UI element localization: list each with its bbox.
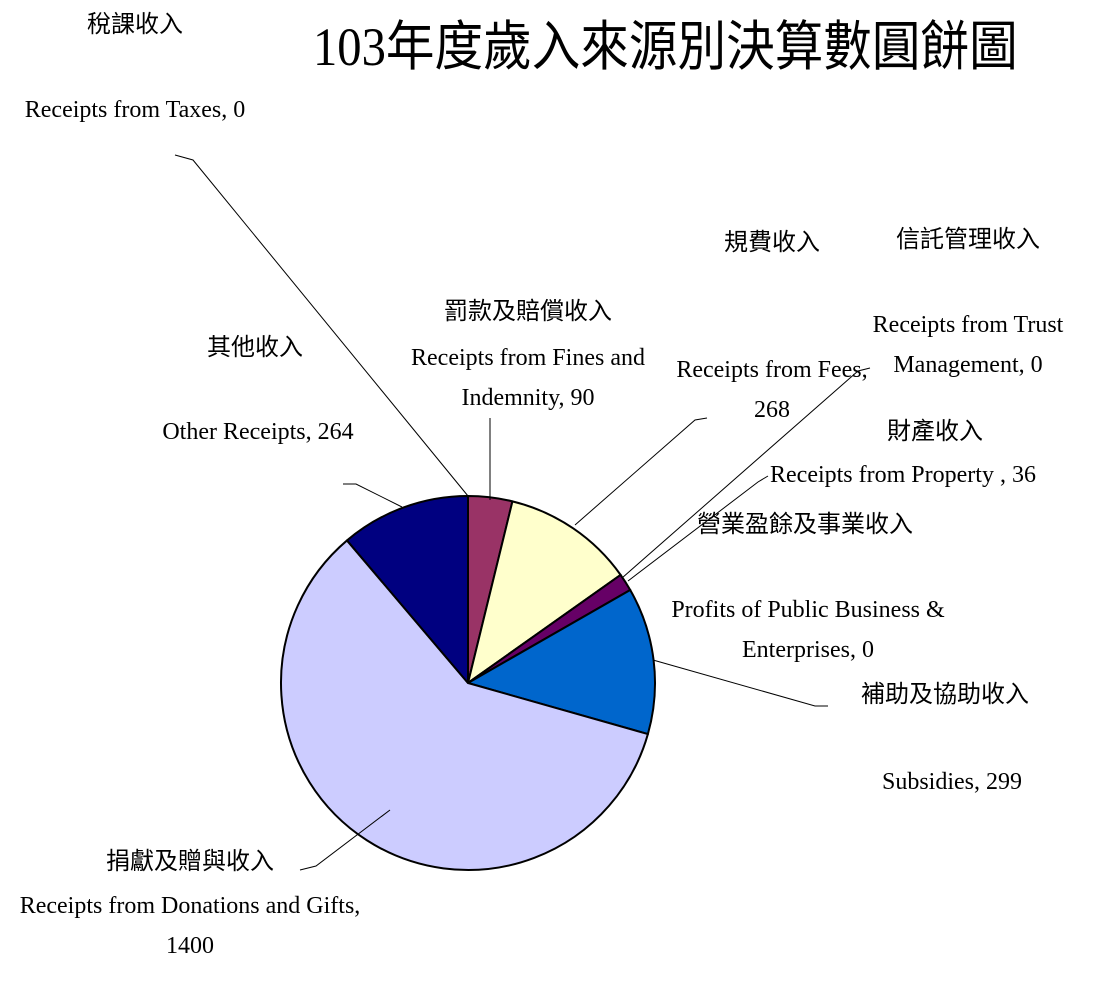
leader-line — [652, 659, 828, 707]
data-label: Receipts from Property , 36 — [770, 462, 1036, 488]
data-label: Subsidies, 299 — [881, 769, 1022, 795]
chinese-label: 信託管理收入 — [896, 227, 1040, 253]
data-label: Receipts from Fines and Indemnity, 90 — [411, 345, 645, 411]
leader-line — [574, 417, 708, 526]
chinese-label: 財產收入 — [887, 419, 983, 445]
chart-title: 103年度歲入來源別決算數圓餅圖 — [313, 17, 1018, 77]
leader-line — [343, 483, 403, 508]
pie-slice — [345, 495, 469, 684]
data-label: Receipts from Trust Management, 0 — [872, 312, 1064, 378]
chinese-label: 補助及協助收入 — [861, 682, 1029, 708]
chinese-label: 稅課收入 — [87, 12, 183, 38]
chinese-label: 捐獻及贈與收入 — [106, 849, 274, 875]
chinese-label: 營業盈餘及事業收入 — [697, 512, 913, 538]
chinese-label: 罰款及賠償收入 — [444, 299, 612, 325]
leader-line — [299, 809, 391, 871]
data-label: Receipts from Donations and Gifts, 1400 — [19, 893, 361, 959]
leader-line — [174, 154, 469, 497]
pie-slice — [467, 500, 622, 684]
data-label: Profits of Public Business & Enterprises… — [671, 597, 945, 663]
chinese-label: 規費收入 — [724, 230, 820, 256]
data-label: Receipts from Taxes, 0 — [24, 97, 246, 123]
data-label: Receipts from Fees, 268 — [676, 357, 868, 423]
leader-line — [621, 367, 871, 579]
data-label: Other Receipts, 264 — [162, 419, 354, 445]
pie-slice — [280, 539, 649, 871]
leader-line — [627, 475, 769, 582]
chinese-label: 其他收入 — [207, 335, 303, 361]
